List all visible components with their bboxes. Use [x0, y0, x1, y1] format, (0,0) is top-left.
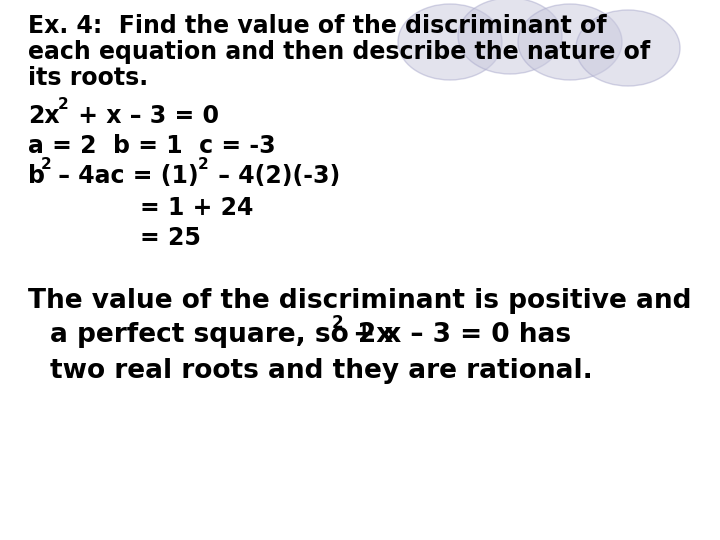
Text: its roots.: its roots.	[28, 66, 148, 90]
Text: b: b	[28, 164, 45, 188]
Text: 2: 2	[198, 157, 209, 172]
Text: 2x: 2x	[28, 104, 60, 128]
Text: = 25: = 25	[140, 226, 201, 250]
Text: + x – 3 = 0: + x – 3 = 0	[70, 104, 219, 128]
Ellipse shape	[458, 0, 562, 74]
Text: + x – 3 = 0 has: + x – 3 = 0 has	[344, 322, 571, 348]
Text: two real roots and they are rational.: two real roots and they are rational.	[50, 358, 593, 384]
Text: 2: 2	[332, 314, 343, 332]
Text: 2: 2	[58, 97, 68, 112]
Text: 2: 2	[41, 157, 52, 172]
Text: – 4ac = (1): – 4ac = (1)	[50, 164, 199, 188]
Text: = 1 + 24: = 1 + 24	[140, 196, 253, 220]
Ellipse shape	[398, 4, 502, 80]
Ellipse shape	[576, 10, 680, 86]
Text: The value of the discriminant is positive and: The value of the discriminant is positiv…	[28, 288, 691, 314]
Text: a = 2  b = 1  c = -3: a = 2 b = 1 c = -3	[28, 134, 276, 158]
Ellipse shape	[518, 4, 622, 80]
Text: Ex. 4:  Find the value of the discriminant of: Ex. 4: Find the value of the discriminan…	[28, 14, 607, 38]
Text: each equation and then describe the nature of: each equation and then describe the natu…	[28, 40, 650, 64]
Text: – 4(2)(-3): – 4(2)(-3)	[210, 164, 341, 188]
Text: a perfect square, so 2x: a perfect square, so 2x	[50, 322, 393, 348]
